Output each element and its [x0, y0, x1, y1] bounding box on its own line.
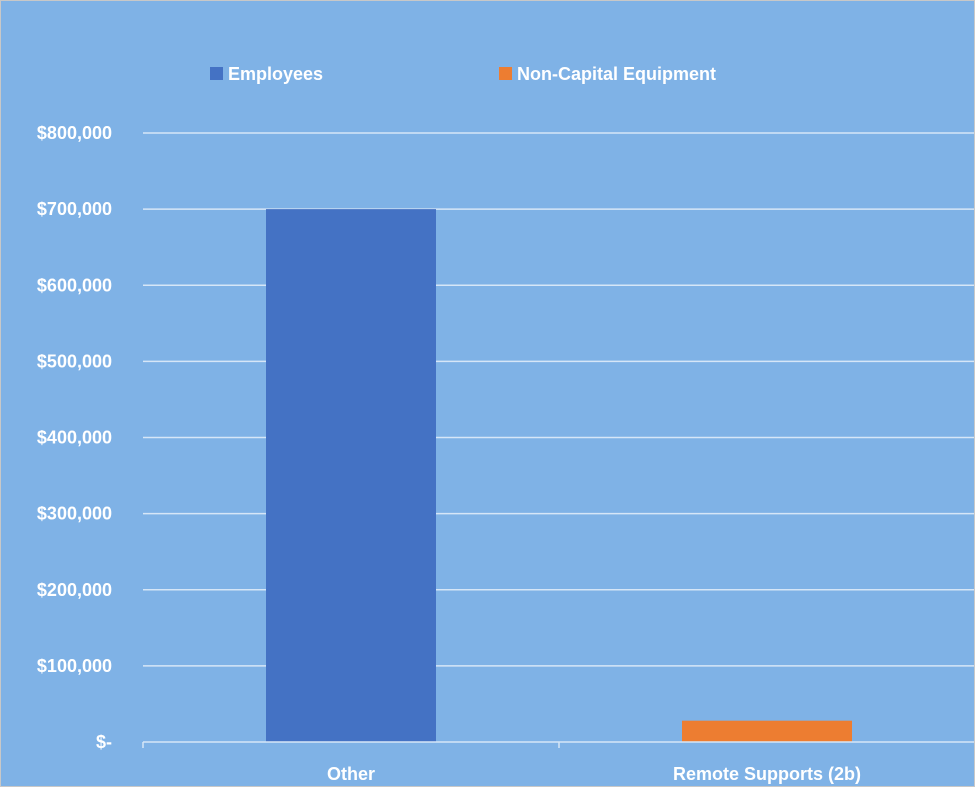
legend-label: Employees: [228, 64, 323, 84]
x-axis: [142, 741, 975, 748]
y-tick-label: $800,000: [37, 123, 112, 143]
bar-non-capital-equipment: [682, 720, 852, 742]
x-tick-labels: Other Remote Supports (2b): [327, 764, 861, 784]
y-tick-labels: $- $100,000 $200,000 $300,000 $400,000 $500,0…: [37, 123, 112, 752]
y-tick-label: $500,000: [37, 351, 112, 371]
x-tick-label: Other: [327, 764, 375, 784]
y-tick-label: $700,000: [37, 199, 112, 219]
y-tick-label: $200,000: [37, 580, 112, 600]
y-tick-label: $300,000: [37, 504, 112, 524]
y-tick-label: $600,000: [37, 275, 112, 295]
y-tick-label: $100,000: [37, 656, 112, 676]
legend: Employees Non-Capital Equipment: [210, 64, 716, 84]
legend-swatch: [210, 67, 223, 80]
y-tick-label: $400,000: [37, 428, 112, 448]
legend-swatch: [499, 67, 512, 80]
bar-employees: [266, 209, 436, 742]
x-tick-label: Remote Supports (2b): [673, 764, 861, 784]
y-tick-label: $-: [96, 732, 112, 752]
legend-label: Non-Capital Equipment: [517, 64, 716, 84]
bars: [266, 209, 852, 742]
